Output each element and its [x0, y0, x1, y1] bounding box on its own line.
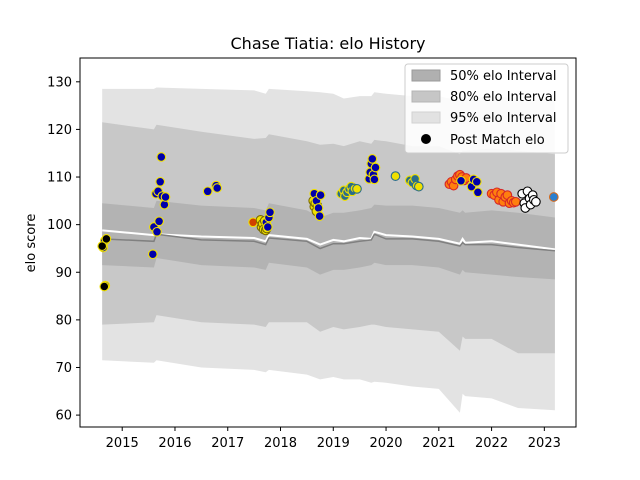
legend-swatch-80 — [411, 90, 441, 103]
post-match-point — [369, 174, 380, 185]
post-match-point — [352, 184, 362, 194]
y-tick-label: 120 — [47, 123, 72, 138]
legend-marker-post-match — [421, 134, 431, 144]
post-match-point — [315, 190, 326, 200]
legend-swatch-95 — [411, 111, 441, 124]
x-tick-label: 2022 — [475, 436, 508, 451]
post-match-point — [531, 196, 541, 207]
legend-box — [404, 63, 569, 154]
plot-frame — [79, 57, 577, 428]
x-tick-label: 2023 — [528, 436, 561, 451]
x-tick-label: 2018 — [264, 436, 297, 451]
legend-label-80: 80% elo Interval — [450, 90, 557, 105]
post-match-point — [99, 281, 110, 292]
post-match-point — [101, 234, 112, 244]
post-match-point — [265, 207, 275, 218]
x-tick-label: 2015 — [106, 436, 139, 451]
post-match-point — [262, 222, 273, 232]
legend-label-post-match: Post Match elo — [450, 133, 545, 148]
post-match-point — [97, 241, 108, 251]
post-match-point — [548, 192, 559, 202]
post-match-point — [202, 186, 213, 197]
post-match-point — [471, 176, 482, 187]
mean-elo-line — [102, 229, 556, 251]
y-tick-label: 110 — [47, 171, 72, 186]
post-match-point — [473, 187, 483, 198]
x-tick-label: 2021 — [422, 436, 455, 451]
post-match-points — [97, 152, 559, 292]
y-tick-label: 130 — [47, 75, 72, 90]
plot-area — [97, 87, 559, 413]
x-tick-label: 2017 — [211, 436, 244, 451]
y-tick-label: 100 — [47, 218, 72, 233]
x-tick-label: 2016 — [158, 436, 191, 451]
y-tick-label: 70 — [55, 361, 72, 376]
post-match-point — [413, 181, 424, 192]
legend-label-95: 95% elo Interval — [450, 111, 557, 126]
legend-label-50: 50% elo Interval — [450, 69, 557, 84]
post-match-point — [212, 183, 223, 193]
post-match-point — [456, 175, 466, 186]
x-tick-label: 2020 — [369, 436, 402, 451]
band-50-interval — [102, 200, 555, 280]
post-match-point — [367, 154, 378, 164]
post-match-point — [152, 226, 162, 237]
post-match-point — [156, 152, 167, 162]
median-elo-line — [102, 233, 555, 252]
y-axis-label: elo score — [24, 214, 39, 273]
post-match-point — [147, 249, 158, 260]
post-match-point — [313, 203, 324, 213]
interval-bands — [102, 87, 555, 413]
post-match-point — [314, 211, 325, 221]
post-match-point — [155, 176, 166, 187]
y-tick-label: 90 — [55, 266, 72, 281]
trend-lines — [102, 229, 556, 252]
post-match-point — [160, 192, 171, 202]
y-tick-label: 60 — [55, 409, 72, 424]
chart-title: Chase Tiatia: elo History — [231, 34, 426, 53]
y-tick-label: 80 — [55, 313, 72, 328]
post-match-point — [370, 162, 381, 173]
legend-swatch-50 — [411, 69, 441, 82]
x-axis: 2015 2016 2017 2018 2019 2020 2021 2022 2023 — [106, 427, 561, 451]
legend: 50% elo Interval 80% elo Interval 95% el… — [404, 63, 569, 154]
post-match-point — [154, 216, 164, 227]
x-tick-label: 2019 — [317, 436, 350, 451]
y-axis: 60 70 80 90 100 110 120 130 — [47, 75, 80, 424]
post-match-point — [390, 171, 401, 181]
post-match-point — [510, 196, 521, 207]
